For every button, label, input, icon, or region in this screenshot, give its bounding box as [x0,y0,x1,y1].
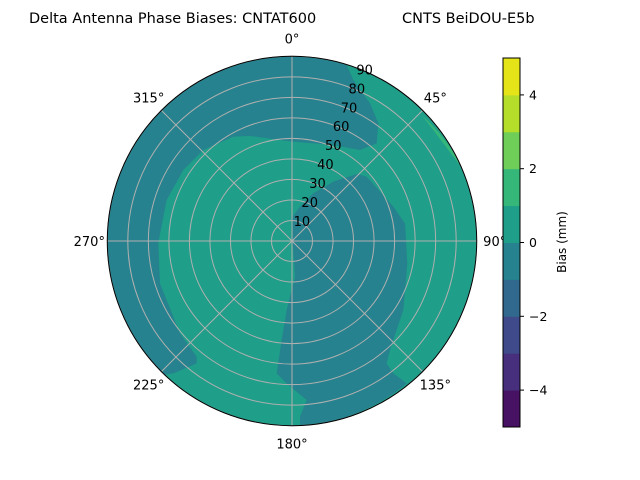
colorbar-band [503,58,520,96]
theta-tick-label: 90° [483,235,506,250]
colorbar: −4 −2 0 2 4 [502,57,547,428]
r-tick-label: 60 [333,120,350,135]
colorbar-tick-label: 2 [529,161,537,176]
theta-tick-label: 225° [133,378,164,393]
colorbar-band [503,353,520,391]
colorbar-tick-label: −2 [529,309,547,324]
colorbar-tick-label: 4 [529,87,537,102]
contour-level-minus1-to-0-southeast [276,173,408,426]
colorbar-band [503,316,520,354]
theta-tick-label: 315° [133,92,164,107]
colorbar-band [503,205,520,243]
polar-frame [106,55,478,427]
theta-tick-label: 180° [276,438,307,453]
r-tick-label: 70 [341,101,358,116]
r-tick-label: 50 [325,139,342,154]
contour-level-minus1-to-0-north-west [107,56,379,375]
r-tick-label: 40 [317,158,334,173]
chart-title-left: Delta Antenna Phase Biases: CNTAT600 [29,11,316,27]
polar-plot-area: 10 20 30 40 50 60 70 80 90 0° 45° 90° 135° 180° 225° 27… [74,32,507,452]
colorbar-band [503,279,520,317]
colorbar-tick-label: 0 [529,235,537,250]
r-tick-label: 20 [301,196,318,211]
theta-tick-label: 0° [285,32,300,47]
r-tick-label: 80 [349,82,366,97]
theta-tick-label: 270° [74,235,105,250]
r-tick-label: 10 [294,215,311,230]
r-tick-label: 30 [309,177,326,192]
colorbar-band [503,131,520,170]
colorbar-tick-label: −4 [529,383,547,398]
grid-spoke [161,240,293,372]
grid-spoke [291,240,423,372]
colorbar-band [503,168,520,207]
theta-tick-label: 135° [420,378,451,393]
colorbar-label: Bias (mm) [555,211,569,273]
chart-title-right: CNTS BeiDOU-E5b [402,11,535,27]
grid-spoke [161,110,293,242]
colorbar-band [503,242,520,280]
r-tick-label: 90 [356,63,373,78]
colorbar-band [503,94,520,133]
theta-tick-label: 45° [424,92,447,107]
colorbar-band [503,390,520,428]
grid-spoke [291,110,423,242]
